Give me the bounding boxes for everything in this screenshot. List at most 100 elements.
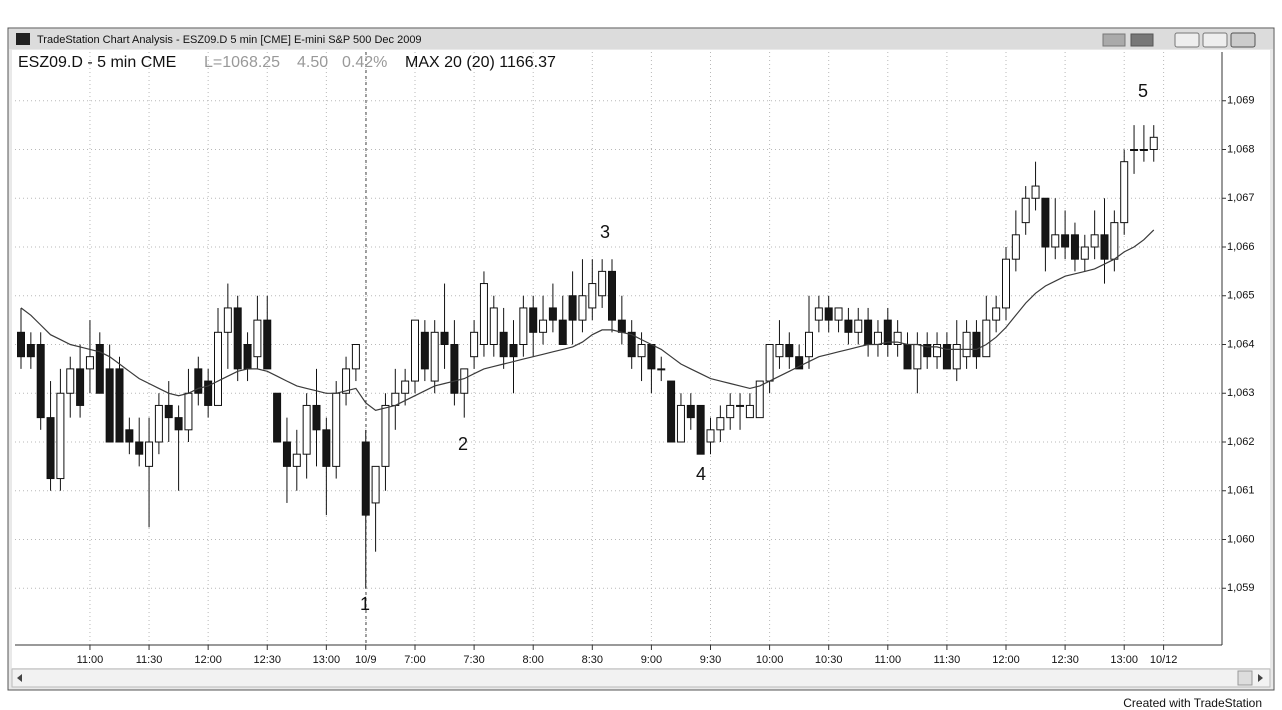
- candle-body: [923, 344, 932, 358]
- x-tick-label: 12:30: [253, 654, 281, 666]
- candle-body: [263, 319, 272, 370]
- candle-body: [1061, 234, 1070, 248]
- candle-body: [824, 307, 833, 321]
- candle-body: [834, 307, 843, 321]
- toolbar-button[interactable]: [1130, 33, 1154, 47]
- x-tick-label: 8:00: [522, 654, 543, 666]
- candle-body: [509, 344, 518, 358]
- candle-body: [637, 344, 646, 358]
- candle-body: [470, 331, 479, 358]
- candle-body: [145, 441, 154, 467]
- footer: Created with TradeStation: [1123, 696, 1262, 710]
- x-tick-label: 11:30: [934, 654, 961, 666]
- candle-body: [529, 307, 538, 333]
- x-tick-label: 10:00: [756, 654, 784, 666]
- last-label: L=1068.25: [204, 54, 280, 71]
- candle-body: [312, 404, 321, 431]
- indicator-label: MAX 20 (20) 1166.37: [405, 54, 556, 71]
- close-button[interactable]: [1230, 32, 1256, 48]
- candle-body: [17, 331, 25, 358]
- minimize-button[interactable]: [1174, 32, 1200, 48]
- candle-body: [716, 417, 725, 431]
- x-tick-label: 10/12: [1150, 654, 1178, 666]
- candle-body: [726, 404, 735, 419]
- y-tick-label: 1,061: [1227, 485, 1255, 497]
- toolbar-button[interactable]: [1102, 33, 1126, 47]
- candle-body: [135, 441, 144, 455]
- candle-body: [686, 404, 695, 419]
- candle-body: [755, 380, 764, 419]
- candle-body: [676, 404, 685, 443]
- candle-body: [706, 429, 715, 443]
- annotation: 2: [458, 434, 468, 454]
- candle-body: [893, 331, 902, 345]
- candle-body: [558, 319, 567, 345]
- scroll-left[interactable]: [17, 674, 22, 682]
- candle-body: [765, 344, 774, 382]
- candle-body: [56, 392, 65, 480]
- candle-body: [420, 331, 429, 370]
- candle-body: [174, 417, 183, 431]
- candle-body: [430, 331, 439, 382]
- candle-body: [46, 417, 55, 480]
- scroll-right[interactable]: [1258, 674, 1263, 682]
- candle-body: [1139, 149, 1148, 151]
- scrollbar[interactable]: [11, 668, 1271, 688]
- candle-body: [342, 368, 351, 394]
- candle-body: [489, 307, 498, 345]
- candle-body: [844, 319, 853, 333]
- change-label: 4.50: [297, 54, 328, 71]
- candle-body: [332, 392, 341, 467]
- candle-body: [1051, 234, 1060, 248]
- candle-body: [164, 404, 173, 419]
- symbol-label: ESZ09.D - 5 min CME: [18, 54, 176, 71]
- candle-body: [933, 344, 942, 358]
- candle-body: [479, 283, 488, 345]
- candle-body: [588, 283, 597, 309]
- candle-body: [499, 331, 508, 358]
- candle-body: [361, 441, 370, 516]
- x-tick-label: 10/9: [355, 654, 376, 666]
- candle-body: [598, 270, 607, 297]
- candle-body: [440, 331, 449, 345]
- candle-body: [223, 307, 232, 333]
- candle-body: [76, 368, 85, 406]
- chart-area: [12, 50, 1270, 668]
- y-tick-label: 1,065: [1227, 290, 1255, 302]
- candle-body: [854, 319, 863, 333]
- candle-body: [952, 344, 961, 370]
- restore-button[interactable]: [1202, 32, 1228, 48]
- candle-body: [873, 331, 882, 345]
- candle-body: [568, 295, 577, 321]
- candle-body: [292, 453, 301, 467]
- candle-body: [942, 344, 951, 370]
- candle-body: [627, 331, 636, 358]
- candle-body: [883, 319, 892, 345]
- candle-body: [214, 331, 222, 406]
- x-tick-label: 11:00: [874, 654, 901, 666]
- y-tick-label: 1,066: [1227, 241, 1255, 253]
- moving-average: [20, 229, 1155, 411]
- candle-body: [204, 380, 213, 406]
- candle-body: [745, 404, 754, 419]
- candle-body: [1021, 197, 1030, 224]
- app-icon: [16, 33, 30, 45]
- x-tick-label: 7:30: [463, 654, 484, 666]
- scroll-thumb[interactable]: [1237, 670, 1253, 686]
- candle-body: [282, 441, 291, 467]
- candle-body: [519, 307, 528, 345]
- x-tick-label: 12:30: [1051, 654, 1079, 666]
- candle-body: [66, 368, 75, 394]
- candle-body: [795, 356, 804, 370]
- candle-body: [608, 270, 616, 321]
- candle-body: [105, 368, 114, 443]
- annotation: 3: [600, 222, 610, 242]
- candle-body: [657, 368, 666, 371]
- candle-body: [972, 331, 981, 358]
- candle-body: [647, 344, 656, 370]
- candle-body: [302, 404, 311, 455]
- y-tick-label: 1,063: [1227, 387, 1255, 399]
- candle-body: [913, 344, 922, 370]
